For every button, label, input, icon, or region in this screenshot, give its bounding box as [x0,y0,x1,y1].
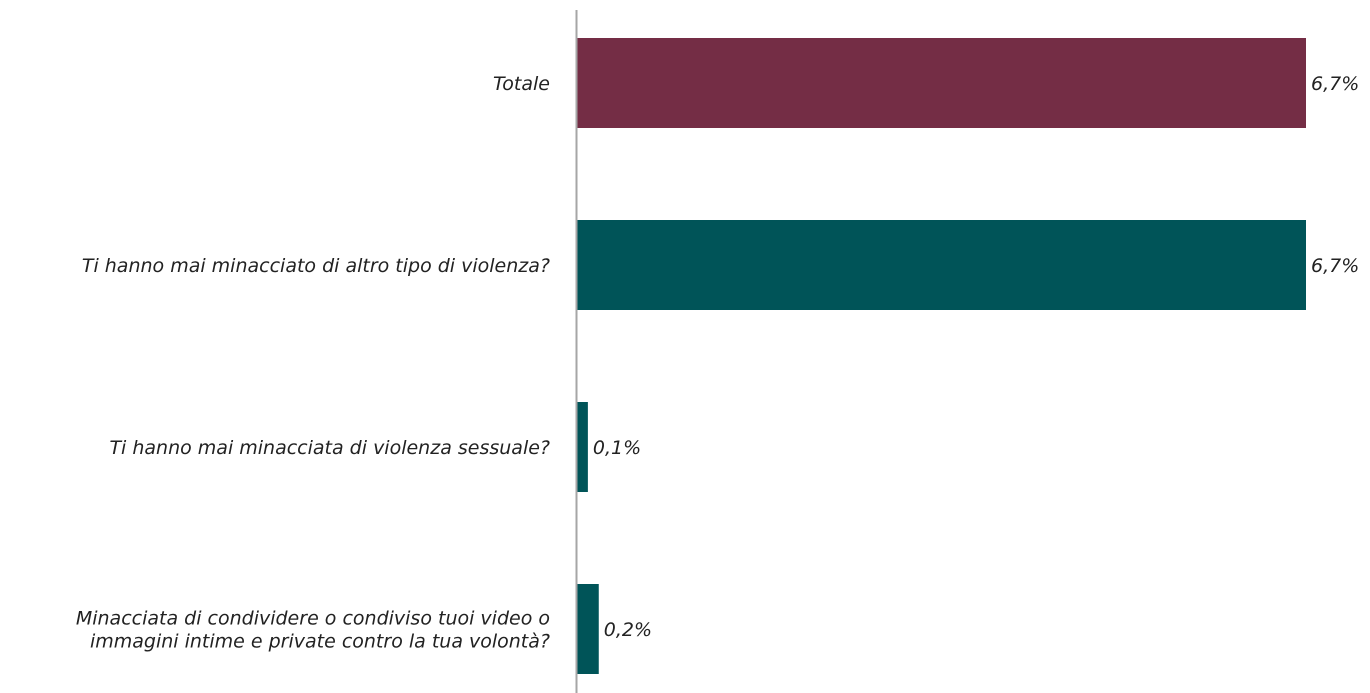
category-label-0: Totale [493,73,550,95]
bar-2 [577,402,588,492]
value-label-1: 6,7% [1311,255,1359,277]
bars-group [577,38,1306,674]
bar-0 [577,38,1306,128]
category-label-3: Minacciata di condividere o condiviso tu… [76,608,550,653]
category-label-line: Totale [493,73,550,95]
bar-1 [577,220,1306,310]
value-label-2: 0,1% [593,437,641,459]
category-labels-group: Totale Ti hanno mai minacciato di altro t… [76,73,550,653]
category-label-line: Ti hanno mai minacciata di violenza sess… [109,437,550,459]
category-label-line: immagini intime e private contro la tua … [90,631,550,653]
bar-3 [577,584,599,674]
value-labels-group: 6,7% 6,7% 0,1% 0,2% [593,73,1359,641]
category-label-2: Ti hanno mai minacciata di violenza sess… [109,437,550,459]
category-label-line: Minacciata di condividere o condiviso tu… [76,608,550,630]
value-label-0: 6,7% [1311,73,1359,95]
value-label-3: 0,2% [604,619,652,641]
category-label-1: Ti hanno mai minacciato di altro tipo di… [82,255,550,277]
category-label-line: Ti hanno mai minacciato di altro tipo di… [82,255,550,277]
